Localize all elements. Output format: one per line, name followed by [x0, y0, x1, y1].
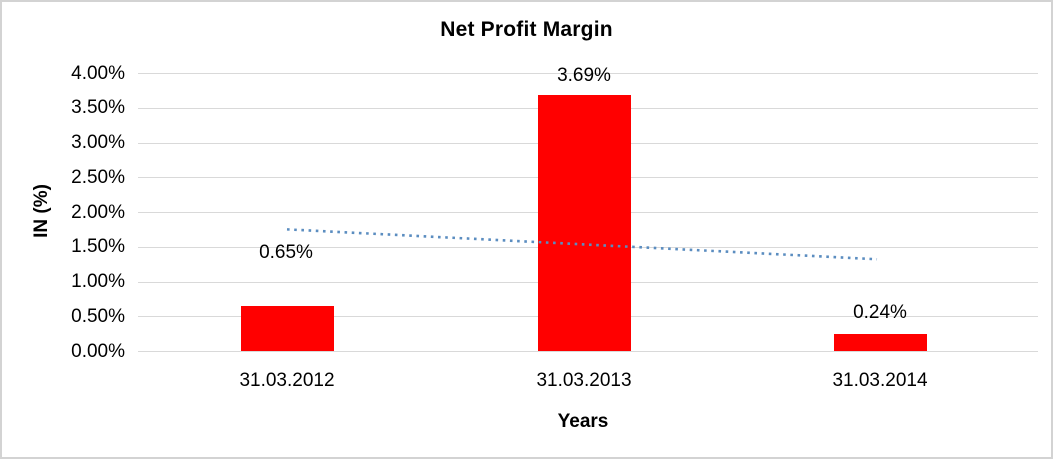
bar-data-label: 3.69%: [557, 65, 611, 86]
y-tick-label: 4.00%: [71, 62, 125, 84]
bar-data-label: 0.65%: [259, 242, 313, 263]
gridline: [138, 73, 1038, 74]
bar-data-label: 0.24%: [853, 302, 907, 323]
x-axis-title: Years: [557, 411, 609, 432]
y-tick-label: 2.00%: [71, 201, 125, 223]
chart-title: Net Profit Margin: [440, 18, 613, 41]
y-tick-label: 0.00%: [71, 340, 125, 362]
gridline: [138, 351, 1038, 352]
y-tick-label: 3.50%: [71, 97, 125, 119]
y-tick-label: 3.00%: [71, 132, 125, 153]
x-tick-label: 31.03.2014: [832, 370, 928, 391]
y-tick-label: 0.50%: [71, 305, 125, 327]
bar: [833, 334, 927, 351]
y-tick-label: 1.50%: [71, 236, 125, 258]
y-tick-label: 1.00%: [71, 271, 125, 292]
x-tick-label: 31.03.2012: [239, 370, 335, 391]
y-tick-label: 2.50%: [71, 166, 125, 188]
x-tick-label: 31.03.2013: [536, 370, 632, 391]
bar: [240, 305, 334, 351]
bar: [537, 94, 631, 351]
